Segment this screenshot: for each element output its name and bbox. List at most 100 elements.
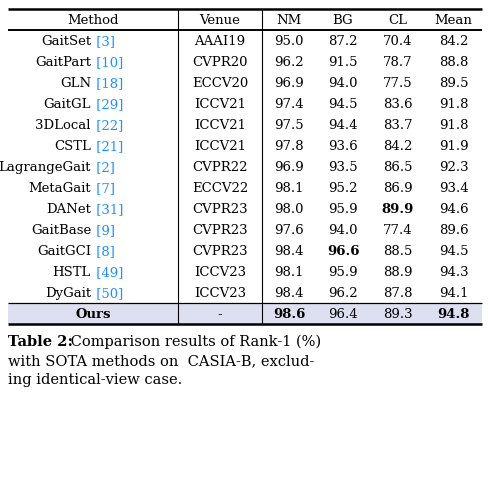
Text: DyGait: DyGait [45, 287, 91, 300]
Text: 94.6: 94.6 [439, 202, 468, 215]
Text: ICCV21: ICCV21 [194, 119, 246, 132]
Text: 91.8: 91.8 [439, 98, 468, 111]
Text: 89.5: 89.5 [439, 77, 468, 90]
Text: 88.8: 88.8 [439, 56, 468, 69]
Text: ICCV21: ICCV21 [194, 98, 246, 111]
Text: 98.4: 98.4 [274, 287, 304, 300]
Text: LagrangeGait: LagrangeGait [0, 161, 91, 174]
Text: 98.1: 98.1 [274, 266, 304, 279]
Text: 86.5: 86.5 [383, 161, 412, 174]
Text: CVPR23: CVPR23 [192, 202, 248, 215]
Text: Method: Method [67, 14, 119, 27]
Text: [7]: [7] [92, 182, 115, 194]
Text: GaitGCI: GaitGCI [37, 244, 91, 258]
Text: Ours: Ours [75, 308, 111, 320]
Text: 95.2: 95.2 [328, 182, 358, 194]
Text: Comparison results of Rank-1 (%): Comparison results of Rank-1 (%) [66, 334, 321, 349]
Text: CVPR22: CVPR22 [192, 161, 248, 174]
Text: CVPR23: CVPR23 [192, 244, 248, 258]
Text: CVPR20: CVPR20 [192, 56, 248, 69]
Text: 77.5: 77.5 [383, 77, 412, 90]
Text: 95.0: 95.0 [274, 35, 304, 48]
Text: 94.8: 94.8 [437, 308, 469, 320]
Text: GaitBase: GaitBase [31, 223, 91, 236]
Text: 95.9: 95.9 [328, 266, 358, 279]
Text: 98.1: 98.1 [274, 182, 304, 194]
Text: 96.2: 96.2 [328, 287, 358, 300]
Text: 3DLocal: 3DLocal [36, 119, 91, 132]
Text: GaitGL: GaitGL [43, 98, 91, 111]
Text: BG: BG [333, 14, 353, 27]
Text: Mean: Mean [434, 14, 472, 27]
Text: [8]: [8] [92, 244, 115, 258]
Text: 86.9: 86.9 [383, 182, 412, 194]
Text: 70.4: 70.4 [383, 35, 412, 48]
Text: [9]: [9] [92, 223, 115, 236]
Text: 84.2: 84.2 [439, 35, 468, 48]
Text: 88.9: 88.9 [383, 266, 412, 279]
Text: -: - [218, 308, 223, 320]
Text: 94.3: 94.3 [439, 266, 468, 279]
Text: ICCV23: ICCV23 [194, 287, 246, 300]
Text: 98.4: 98.4 [274, 244, 304, 258]
Text: CL: CL [388, 14, 407, 27]
Text: 87.8: 87.8 [383, 287, 412, 300]
Text: 91.9: 91.9 [439, 140, 468, 153]
Text: [21]: [21] [92, 140, 123, 153]
Text: 97.4: 97.4 [274, 98, 304, 111]
Text: 89.3: 89.3 [383, 308, 412, 320]
Text: ing identical-view case.: ing identical-view case. [8, 372, 182, 386]
Text: 95.9: 95.9 [328, 202, 358, 215]
Text: AAAI19: AAAI19 [194, 35, 245, 48]
Text: 97.6: 97.6 [274, 223, 304, 236]
Text: NM: NM [276, 14, 302, 27]
Text: MetaGait: MetaGait [28, 182, 91, 194]
Text: 98.0: 98.0 [274, 202, 304, 215]
Text: DANet: DANet [46, 202, 91, 215]
Text: CVPR23: CVPR23 [192, 223, 248, 236]
Text: ICCV21: ICCV21 [194, 140, 246, 153]
Text: Venue: Venue [200, 14, 241, 27]
Text: 87.2: 87.2 [328, 35, 358, 48]
Text: ICCV23: ICCV23 [194, 266, 246, 279]
Text: 96.9: 96.9 [274, 161, 304, 174]
Text: 77.4: 77.4 [383, 223, 412, 236]
Text: 91.5: 91.5 [328, 56, 358, 69]
Text: 96.6: 96.6 [327, 244, 359, 258]
Text: ECCV22: ECCV22 [192, 182, 248, 194]
Text: [2]: [2] [92, 161, 115, 174]
Text: 94.1: 94.1 [439, 287, 468, 300]
Text: GLN: GLN [60, 77, 91, 90]
Text: 92.3: 92.3 [439, 161, 468, 174]
Text: [50]: [50] [92, 287, 123, 300]
Text: Table 2:: Table 2: [8, 334, 73, 348]
Text: 96.4: 96.4 [328, 308, 358, 320]
Text: GaitPart: GaitPart [35, 56, 91, 69]
Text: 83.6: 83.6 [383, 98, 412, 111]
Text: with SOTA methods on  CASIA-B, exclud-: with SOTA methods on CASIA-B, exclud- [8, 353, 314, 367]
Text: 94.0: 94.0 [328, 77, 358, 90]
Text: 84.2: 84.2 [383, 140, 412, 153]
Text: [22]: [22] [92, 119, 123, 132]
Bar [8, 304, 482, 324]
Text: [10]: [10] [92, 56, 123, 69]
Text: [29]: [29] [92, 98, 123, 111]
Text: 93.5: 93.5 [328, 161, 358, 174]
Text: GaitSet: GaitSet [41, 35, 91, 48]
Text: HSTL: HSTL [53, 266, 91, 279]
Text: [31]: [31] [92, 202, 123, 215]
Text: [18]: [18] [92, 77, 123, 90]
Text: [3]: [3] [92, 35, 115, 48]
Text: 88.5: 88.5 [383, 244, 412, 258]
Text: 91.8: 91.8 [439, 119, 468, 132]
Text: 94.0: 94.0 [328, 223, 358, 236]
Text: 94.5: 94.5 [439, 244, 468, 258]
Text: 98.6: 98.6 [273, 308, 305, 320]
Text: [49]: [49] [92, 266, 123, 279]
Text: 96.9: 96.9 [274, 77, 304, 90]
Text: 97.8: 97.8 [274, 140, 304, 153]
Text: 89.6: 89.6 [439, 223, 468, 236]
Text: 97.5: 97.5 [274, 119, 304, 132]
Text: 83.7: 83.7 [383, 119, 412, 132]
Text: 93.6: 93.6 [328, 140, 358, 153]
